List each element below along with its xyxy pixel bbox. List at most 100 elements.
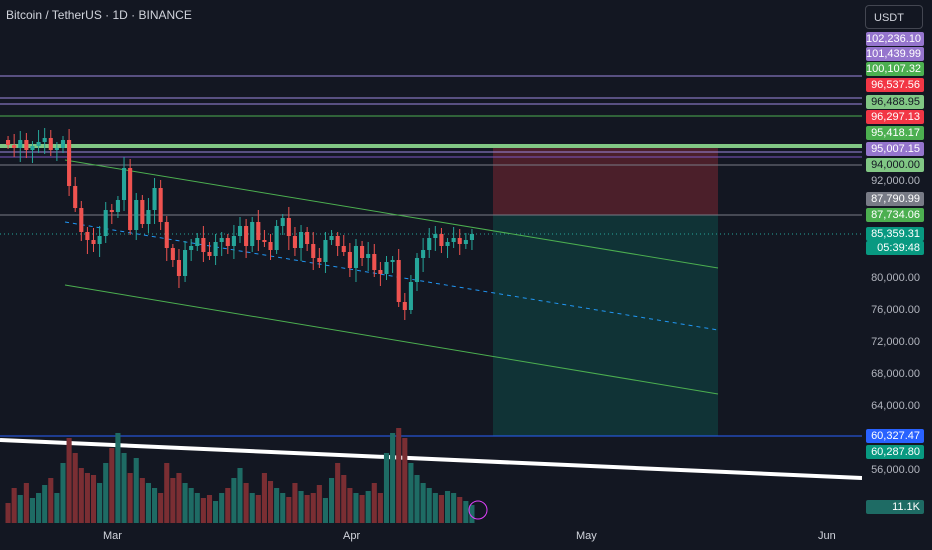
price-label: 60,287.80 xyxy=(866,445,924,459)
price-label: 96,488.95 xyxy=(866,95,924,109)
candle-body xyxy=(274,226,279,250)
time-label: Mar xyxy=(103,530,122,542)
candle-body xyxy=(360,246,365,258)
volume-bar xyxy=(151,488,158,523)
candle-body xyxy=(91,240,96,244)
price-label: 94,000.00 xyxy=(866,158,924,172)
volume-bar xyxy=(463,501,469,523)
candle-body xyxy=(384,262,389,274)
candle-body xyxy=(329,236,334,240)
volume-bar xyxy=(457,497,463,523)
candle-body xyxy=(317,258,322,262)
candle-body xyxy=(109,210,114,212)
candle-body xyxy=(231,236,236,246)
candle-body xyxy=(427,238,432,250)
candle-body xyxy=(298,232,304,248)
volume-bar xyxy=(54,493,60,523)
volume-bar xyxy=(438,495,444,523)
candle-body xyxy=(292,236,297,248)
candle-body xyxy=(219,238,224,242)
volume-bar xyxy=(5,503,11,523)
volume-bar xyxy=(444,491,451,523)
volume-bar xyxy=(109,448,115,523)
channel-lower xyxy=(64,284,719,395)
volume-bar xyxy=(133,458,139,523)
volume-bar xyxy=(341,475,347,523)
volume-bar xyxy=(310,493,316,523)
candle-body xyxy=(152,188,157,210)
candle-body xyxy=(85,232,90,240)
volume-bar xyxy=(103,463,109,523)
candle-body xyxy=(366,254,371,258)
volume-bar xyxy=(426,488,432,523)
candle-body xyxy=(463,240,468,244)
volume-bar xyxy=(182,483,188,523)
candle-body xyxy=(176,260,182,276)
candle-body xyxy=(121,168,127,200)
volume-bar xyxy=(365,491,371,523)
price-label: 60,327.47 xyxy=(866,429,924,443)
volume-bar xyxy=(219,493,225,523)
candle-body xyxy=(402,302,407,310)
symbol-title: Bitcoin / TetherUS · 1D · BINANCE xyxy=(6,8,192,22)
volume-bar xyxy=(359,495,365,523)
price-label: 11.1K xyxy=(866,500,924,514)
chart-area xyxy=(0,75,862,523)
volume-bar xyxy=(396,428,402,523)
volume-bar xyxy=(353,493,359,523)
candle-body xyxy=(164,222,169,248)
candle-body xyxy=(414,258,420,282)
channel-upper xyxy=(64,159,719,269)
volume xyxy=(5,428,475,523)
candle-body xyxy=(24,140,29,150)
volume-bar xyxy=(206,495,213,523)
volume-bar xyxy=(383,453,390,523)
candle-body xyxy=(390,260,395,262)
price-label: 100,107.32 xyxy=(866,62,924,76)
volume-bar xyxy=(249,493,255,523)
candle-body xyxy=(323,240,328,262)
volume-bar xyxy=(90,475,97,523)
candle-body xyxy=(280,218,285,226)
volume-bar xyxy=(78,468,84,523)
candle-body xyxy=(262,240,267,242)
candle-body xyxy=(73,186,78,208)
volume-bar xyxy=(188,488,194,523)
volume-bar xyxy=(298,491,304,523)
price-label: 95,007.15 xyxy=(866,142,924,156)
volume-bar xyxy=(322,498,329,523)
currency-button[interactable]: USDT xyxy=(865,5,923,29)
candle-body xyxy=(36,142,41,146)
volume-bar xyxy=(11,488,17,523)
candles xyxy=(6,128,474,320)
candle-body xyxy=(439,234,444,246)
volume-bar xyxy=(36,493,42,523)
candle-body xyxy=(146,210,151,224)
price-label: 101,439.99 xyxy=(866,47,924,61)
candle-body xyxy=(67,140,72,186)
price-label: 80,000.00 xyxy=(871,272,920,284)
volume-bar xyxy=(42,485,48,523)
candle-body xyxy=(30,146,35,150)
price-label: 76,000.00 xyxy=(871,304,920,316)
candle-body xyxy=(286,218,291,236)
candle-body xyxy=(341,246,346,252)
time-label: Jun xyxy=(818,530,836,542)
volume-bar xyxy=(158,493,164,523)
candle-body xyxy=(97,236,102,244)
price-label: 85,359.31 xyxy=(866,227,924,241)
volume-bar xyxy=(97,483,103,523)
volume-bar xyxy=(127,473,133,523)
alert-icon[interactable] xyxy=(468,500,488,520)
candle-body xyxy=(207,252,212,256)
candle-body xyxy=(158,188,163,222)
candle-body xyxy=(433,234,438,238)
volume-bar xyxy=(286,497,292,523)
candle-body xyxy=(378,270,383,274)
candle-body xyxy=(195,238,200,246)
candle-body xyxy=(457,238,462,244)
volume-bar xyxy=(371,483,377,523)
volume-bar xyxy=(17,495,23,523)
target-zone xyxy=(493,215,718,436)
